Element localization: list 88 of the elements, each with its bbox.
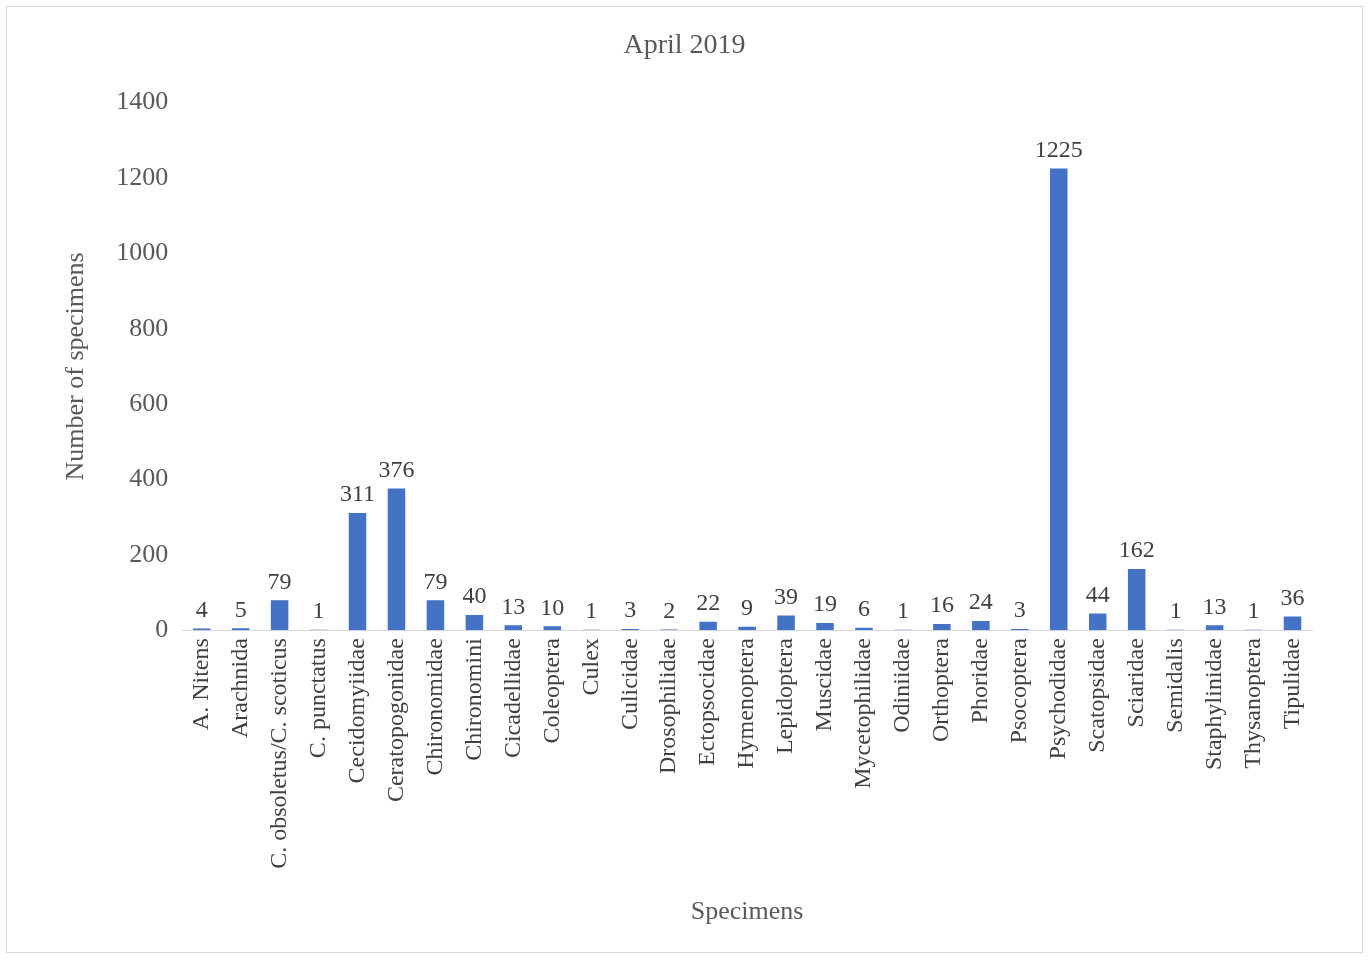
data-label: 1 [1169, 597, 1182, 624]
x-tick-label: Thysanoptera [1238, 637, 1265, 769]
data-label: 1 [585, 597, 598, 624]
data-label: 22 [696, 589, 721, 616]
data-label: 19 [813, 590, 838, 617]
x-tick-label: Psychodidae [1044, 638, 1071, 760]
x-tick-label: Coleoptera [537, 637, 564, 744]
bar [933, 624, 951, 631]
data-label: 2 [663, 596, 676, 623]
x-tick-label: A. Nitens [186, 638, 213, 731]
x-tick-label: Psocoptera [1005, 637, 1032, 744]
x-tick-label: Sciaridae [1121, 638, 1148, 728]
y-axis-title: Number of specimens [60, 252, 90, 481]
bar [1205, 625, 1224, 631]
x-tick-label: Ceratopogonidae [381, 638, 408, 803]
bar [270, 600, 289, 631]
y-tick-label: 400 [129, 463, 169, 493]
data-label: 6 [857, 595, 870, 622]
data-label: 1 [1247, 597, 1260, 624]
x-tick-label: Arachnida [225, 637, 252, 739]
x-tick-label: Muscidae [810, 638, 837, 732]
x-tick-label: Mycetophilidae [849, 638, 876, 789]
data-label: 13 [1202, 592, 1227, 619]
bar [1283, 616, 1302, 631]
data-label: 39 [774, 582, 799, 609]
x-tick-label: Odiniidae [888, 638, 915, 733]
data-label: 5 [234, 595, 247, 622]
x-tick-label: Phoridae [966, 638, 993, 724]
x-tick-label: Orthoptera [927, 637, 954, 743]
x-tick-label: C. punctatus [303, 638, 330, 759]
x-tick-label: Cecidomyiidae [342, 638, 369, 784]
data-label: 10 [540, 593, 565, 620]
data-label: 162 [1118, 536, 1155, 563]
data-label: 1 [312, 597, 325, 624]
x-tick-label: Lepidoptera [771, 637, 798, 755]
bar [699, 621, 717, 631]
x-tick-label: Tipulidae [1277, 638, 1304, 730]
x-tick-label: Culex [576, 638, 603, 696]
bar [1050, 168, 1068, 631]
data-label: 36 [1280, 583, 1305, 610]
y-tick-label: 800 [129, 312, 169, 342]
data-label: 311 [339, 480, 376, 507]
data-label: 13 [501, 592, 526, 619]
bar [426, 600, 445, 631]
x-tick-label: Ectopsocidae [693, 638, 720, 767]
x-axis-title: Specimens [690, 896, 804, 926]
y-tick-label: 1400 [116, 86, 169, 116]
data-label: 79 [423, 567, 448, 594]
data-label: 3 [1013, 596, 1026, 623]
data-label: 44 [1085, 580, 1110, 607]
data-label: 79 [267, 567, 292, 594]
bar [348, 512, 367, 631]
data-label: 16 [929, 591, 954, 618]
data-label: 376 [378, 455, 415, 482]
x-tick-label: Cicadellidae [498, 638, 525, 759]
data-label: 40 [462, 582, 487, 609]
data-label: 1225 [1034, 135, 1083, 162]
x-tick-label: Culicidae [615, 638, 642, 731]
y-tick-label: 1200 [116, 161, 169, 191]
y-tick-label: 600 [129, 387, 169, 417]
y-tick-label: 0 [155, 613, 169, 643]
data-label: 4 [195, 595, 208, 622]
bar [543, 626, 562, 631]
chart-title: April 2019 [623, 28, 746, 60]
bar [777, 615, 795, 631]
x-tick-label: Drosophilidae [654, 638, 681, 775]
bar [738, 626, 756, 631]
y-tick-label: 200 [129, 538, 169, 568]
bar [1127, 569, 1146, 631]
x-tick-label: Semidalis [1160, 638, 1187, 733]
data-label: 3 [624, 596, 637, 623]
bar [816, 622, 834, 631]
data-label: 1 [896, 597, 909, 624]
bar [972, 621, 990, 631]
x-tick-label: Chironomini [459, 637, 486, 761]
x-tick-label: C. obsoletus/C. scoticus [264, 638, 291, 869]
bar [855, 627, 873, 631]
bar [387, 488, 406, 631]
bar [465, 615, 484, 631]
x-tick-label: Staphylinidae [1199, 638, 1226, 771]
bar [1088, 613, 1107, 631]
data-label: 24 [968, 588, 993, 615]
data-label: 9 [741, 594, 754, 621]
y-tick-label: 1000 [116, 237, 169, 267]
x-tick-label: Hymenoptera [732, 637, 759, 769]
bar [504, 625, 523, 631]
x-tick-label: Chironomidae [420, 638, 447, 776]
x-tick-label: Scatopsidae [1083, 638, 1110, 753]
